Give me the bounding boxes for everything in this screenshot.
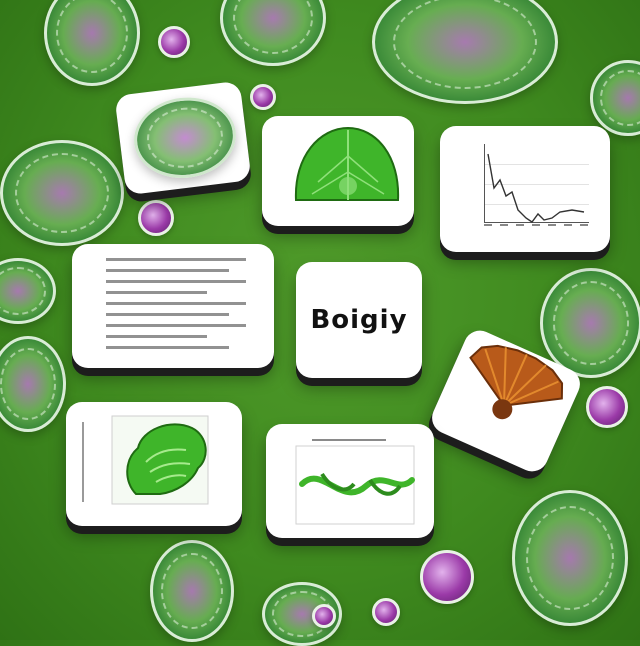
cell-icon [372, 0, 558, 104]
cell-icon [512, 490, 628, 626]
microbe-icon [312, 604, 336, 628]
title-card[interactable]: Boigiy [296, 262, 422, 378]
document-card[interactable] [72, 244, 274, 368]
microbe-icon [250, 84, 276, 110]
microbe-icon [138, 200, 174, 236]
plot-line [487, 153, 585, 223]
cell-icon [0, 336, 66, 432]
microbe-icon [586, 386, 628, 428]
vine-card[interactable] [266, 424, 434, 538]
plant-head-icon [111, 415, 209, 505]
plant-card-margin-line [82, 422, 84, 502]
cell-icon [129, 91, 241, 184]
cell-icon [590, 60, 640, 136]
fan-flower-icon [469, 344, 564, 420]
cell-icon [0, 140, 124, 246]
plant-card[interactable] [66, 402, 242, 526]
cell-icon [540, 268, 640, 378]
plot-frame [484, 144, 589, 223]
fan-flower-card[interactable] [426, 325, 586, 477]
tick-row [484, 224, 594, 228]
microbe-icon [372, 598, 400, 626]
plot-card[interactable] [440, 126, 610, 252]
cell-card[interactable] [114, 80, 252, 196]
microbe-icon [158, 26, 190, 58]
cell-icon [150, 540, 234, 642]
cell-icon [44, 0, 140, 86]
vine-icon [295, 439, 415, 525]
document-text-lines [106, 258, 246, 357]
cell-icon [0, 258, 56, 324]
gridline [485, 184, 589, 185]
leaf-icon [294, 126, 400, 201]
microbe-icon [420, 550, 474, 604]
leaf-card[interactable] [262, 116, 414, 226]
cell-icon [220, 0, 326, 66]
title-text: Boigiy [310, 305, 408, 335]
gridline [485, 204, 589, 205]
gridline [485, 164, 589, 165]
